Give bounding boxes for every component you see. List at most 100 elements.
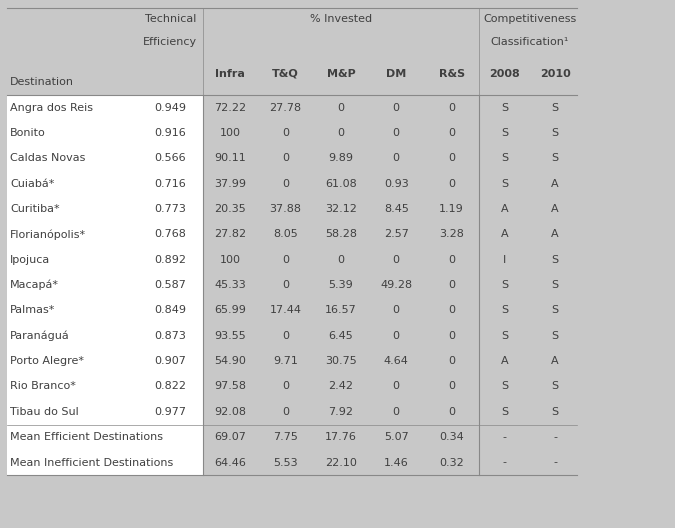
Text: 1.19: 1.19 — [439, 204, 464, 214]
Text: Technical: Technical — [144, 14, 196, 24]
Text: 0: 0 — [282, 331, 289, 341]
Text: A: A — [501, 230, 508, 239]
Text: 93.55: 93.55 — [214, 331, 246, 341]
Text: 0: 0 — [448, 255, 455, 265]
Text: S: S — [501, 331, 508, 341]
Text: -: - — [503, 432, 506, 442]
Text: S: S — [501, 179, 508, 188]
Text: S: S — [551, 280, 559, 290]
Text: S: S — [501, 382, 508, 391]
Bar — [7, 95, 202, 475]
Text: 0: 0 — [282, 382, 289, 391]
Text: 0.949: 0.949 — [155, 103, 186, 112]
Text: 69.07: 69.07 — [214, 432, 246, 442]
Text: 0: 0 — [393, 128, 400, 138]
Text: 0: 0 — [282, 154, 289, 163]
Text: 0: 0 — [448, 407, 455, 417]
Text: 20.35: 20.35 — [214, 204, 246, 214]
Text: 0: 0 — [448, 103, 455, 112]
Text: 30.75: 30.75 — [325, 356, 357, 366]
Text: Macapá*: Macapá* — [10, 280, 59, 290]
Text: -: - — [503, 458, 506, 467]
Text: 45.33: 45.33 — [214, 280, 246, 290]
Text: 0.587: 0.587 — [155, 280, 186, 290]
Text: S: S — [551, 154, 559, 163]
Text: 58.28: 58.28 — [325, 230, 357, 239]
Text: Bonito: Bonito — [10, 128, 46, 138]
Text: S: S — [551, 128, 559, 138]
Text: S: S — [551, 306, 559, 315]
Text: 9.71: 9.71 — [273, 356, 298, 366]
Text: 37.99: 37.99 — [214, 179, 246, 188]
Text: 0.32: 0.32 — [439, 458, 464, 467]
Text: 5.07: 5.07 — [384, 432, 408, 442]
Text: 0: 0 — [448, 280, 455, 290]
Text: 0: 0 — [448, 382, 455, 391]
Text: Caldas Novas: Caldas Novas — [10, 154, 86, 163]
Text: 72.22: 72.22 — [214, 103, 246, 112]
Text: 0: 0 — [393, 382, 400, 391]
Text: 17.76: 17.76 — [325, 432, 357, 442]
Text: Efficiency: Efficiency — [143, 37, 198, 47]
Text: 0.873: 0.873 — [155, 331, 186, 341]
Text: Classification¹: Classification¹ — [491, 37, 569, 47]
Text: 0: 0 — [393, 255, 400, 265]
Text: 100: 100 — [219, 128, 241, 138]
Text: A: A — [501, 356, 508, 366]
Text: 0: 0 — [282, 128, 289, 138]
Text: 17.44: 17.44 — [269, 306, 302, 315]
Text: -: - — [554, 432, 557, 442]
Text: 4.64: 4.64 — [384, 356, 408, 366]
Text: 0: 0 — [338, 103, 344, 112]
Text: 8.05: 8.05 — [273, 230, 298, 239]
Text: 49.28: 49.28 — [380, 280, 412, 290]
Text: S: S — [551, 407, 559, 417]
Text: 2.42: 2.42 — [328, 382, 354, 391]
Text: 92.08: 92.08 — [214, 407, 246, 417]
Text: 0: 0 — [338, 255, 344, 265]
Text: Mean Inefficient Destinations: Mean Inefficient Destinations — [10, 458, 173, 467]
Text: 54.90: 54.90 — [214, 356, 246, 366]
Text: 0: 0 — [393, 331, 400, 341]
Text: % Invested: % Invested — [310, 14, 372, 24]
Text: Ipojuca: Ipojuca — [10, 255, 51, 265]
Text: Porto Alegre*: Porto Alegre* — [10, 356, 84, 366]
Text: A: A — [551, 230, 559, 239]
Text: 0: 0 — [282, 407, 289, 417]
Text: Destination: Destination — [10, 77, 74, 87]
Text: A: A — [501, 204, 508, 214]
Text: 7.75: 7.75 — [273, 432, 298, 442]
Text: 22.10: 22.10 — [325, 458, 357, 467]
Text: 7.92: 7.92 — [328, 407, 354, 417]
Text: A: A — [551, 204, 559, 214]
Text: 0: 0 — [393, 306, 400, 315]
Text: 0: 0 — [393, 154, 400, 163]
Text: T&Q: T&Q — [272, 69, 299, 79]
Text: 0: 0 — [448, 306, 455, 315]
Text: 0: 0 — [448, 128, 455, 138]
Text: Angra dos Reis: Angra dos Reis — [10, 103, 93, 112]
Text: 0: 0 — [282, 179, 289, 188]
Text: 8.45: 8.45 — [384, 204, 408, 214]
Text: 0.566: 0.566 — [155, 154, 186, 163]
Text: 0.977: 0.977 — [155, 407, 186, 417]
Text: S: S — [501, 306, 508, 315]
Text: 0.892: 0.892 — [155, 255, 186, 265]
Text: Cuiabá*: Cuiabá* — [10, 179, 55, 188]
Text: S: S — [501, 103, 508, 112]
Text: R&S: R&S — [439, 69, 464, 79]
Text: 5.39: 5.39 — [329, 280, 353, 290]
Text: 0.916: 0.916 — [155, 128, 186, 138]
Text: Palmas*: Palmas* — [10, 306, 55, 315]
Text: 64.46: 64.46 — [214, 458, 246, 467]
Text: 0: 0 — [393, 407, 400, 417]
Text: -: - — [554, 458, 557, 467]
Text: S: S — [551, 103, 559, 112]
Text: Mean Efficient Destinations: Mean Efficient Destinations — [10, 432, 163, 442]
Text: 0.93: 0.93 — [384, 179, 408, 188]
Text: 27.78: 27.78 — [269, 103, 302, 112]
Text: S: S — [551, 382, 559, 391]
Text: S: S — [501, 280, 508, 290]
Text: 0.849: 0.849 — [155, 306, 186, 315]
Text: 61.08: 61.08 — [325, 179, 357, 188]
